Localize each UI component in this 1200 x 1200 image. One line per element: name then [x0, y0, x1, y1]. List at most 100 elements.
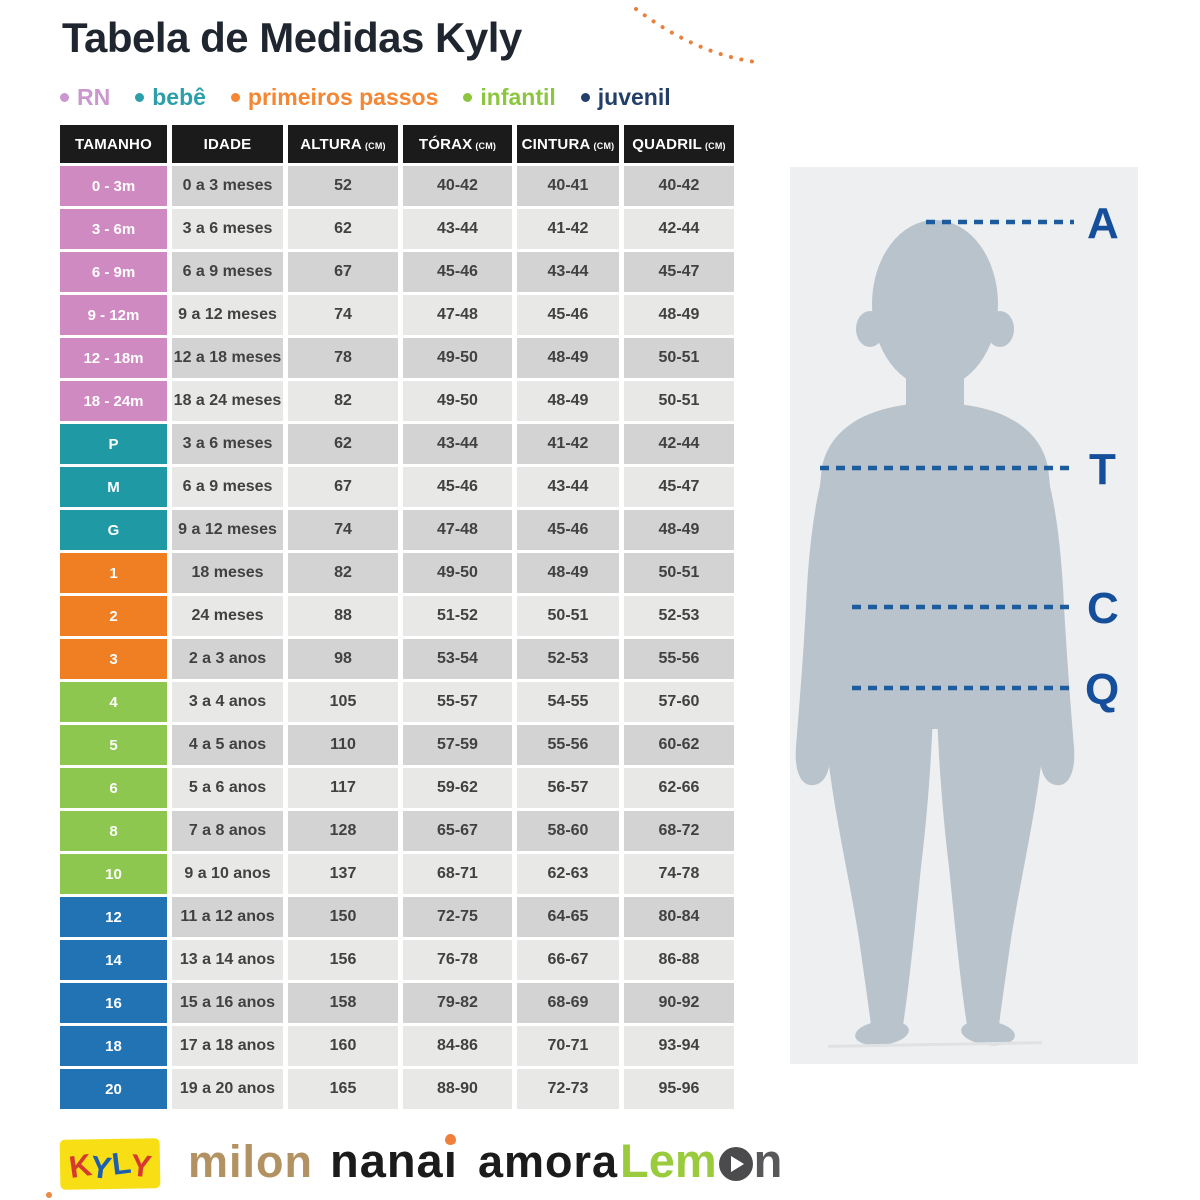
hip-cell: 52-53	[624, 596, 734, 636]
lemon-logo-text-right: n	[753, 1134, 783, 1187]
hip-cell: 55-56	[624, 639, 734, 679]
age-cell: 6 a 9 meses	[172, 252, 283, 292]
size-cell: 14	[60, 940, 167, 980]
waist-cell: 64-65	[517, 897, 619, 937]
legend-item-infantil: infantil	[463, 84, 556, 111]
decorative-dot	[46, 1192, 52, 1198]
legend-label: RN	[77, 84, 111, 110]
header-label: TAMANHO	[75, 135, 152, 153]
label-torax-T: T	[1089, 445, 1116, 494]
size-cell: P	[60, 424, 167, 464]
height-cell: 165	[288, 1069, 398, 1109]
legend-label: juvenil	[597, 84, 671, 110]
column-header-idade: IDADE	[172, 125, 283, 163]
age-cell: 13 a 14 anos	[172, 940, 283, 980]
age-cell: 9 a 10 anos	[172, 854, 283, 894]
chest-cell: 72-75	[403, 897, 512, 937]
hip-cell: 80-84	[624, 897, 734, 937]
size-cell: M	[60, 467, 167, 507]
chest-cell: 40-42	[403, 166, 512, 206]
height-cell: 128	[288, 811, 398, 851]
waist-cell: 48-49	[517, 381, 619, 421]
milon-logo: milon	[188, 1136, 313, 1187]
age-cell: 9 a 12 meses	[172, 510, 283, 550]
header-label: TÓRAX	[418, 135, 473, 153]
size-cell: 2	[60, 596, 167, 636]
chest-cell: 45-46	[403, 252, 512, 292]
size-cell: 0 - 3m	[60, 166, 167, 206]
waist-cell: 45-46	[517, 510, 619, 550]
height-cell: 160	[288, 1026, 398, 1066]
size-cell: 16	[60, 983, 167, 1023]
hip-cell: 48-49	[624, 510, 734, 550]
header-label: CINTURA	[521, 135, 591, 153]
waist-cell: 43-44	[517, 467, 619, 507]
chest-cell: 43-44	[403, 209, 512, 249]
hip-cell: 40-42	[624, 166, 734, 206]
column-header-cintura: CINTURA (CM)	[517, 125, 619, 163]
chest-cell: 47-48	[403, 510, 512, 550]
height-cell: 150	[288, 897, 398, 937]
chest-cell: 53-54	[403, 639, 512, 679]
age-cell: 9 a 12 meses	[172, 295, 283, 335]
legend-bullet-icon	[230, 93, 240, 102]
label-quadril-Q: Q	[1085, 665, 1119, 714]
age-cell: 11 a 12 anos	[172, 897, 283, 937]
chest-cell: 49-50	[403, 381, 512, 421]
hip-cell: 90-92	[624, 983, 734, 1023]
height-cell: 67	[288, 252, 398, 292]
chest-cell: 57-59	[403, 725, 512, 765]
size-cell: 12	[60, 897, 167, 937]
size-cell: 1	[60, 553, 167, 593]
age-cell: 19 a 20 anos	[172, 1069, 283, 1109]
body-measurement-figure: A T C Q	[790, 167, 1138, 1064]
age-cell: 3 a 4 anos	[172, 682, 283, 722]
waist-cell: 45-46	[517, 295, 619, 335]
size-cell: G	[60, 510, 167, 550]
header-label: ALTURA	[300, 135, 362, 153]
height-cell: 74	[288, 295, 398, 335]
chest-cell: 76-78	[403, 940, 512, 980]
header-unit: (CM)	[593, 141, 615, 151]
chest-cell: 55-57	[403, 682, 512, 722]
hip-cell: 50-51	[624, 338, 734, 378]
lemon-logo: Lem n	[620, 1133, 782, 1188]
page-title: Tabela de Medidas Kyly	[62, 14, 522, 61]
header-unit: (CM)	[704, 141, 726, 151]
chest-cell: 59-62	[403, 768, 512, 808]
legend-label: bebê	[152, 84, 206, 110]
size-cell: 9 - 12m	[60, 295, 167, 335]
waist-cell: 41-42	[517, 209, 619, 249]
column-header-tórax: TÓRAX (CM)	[403, 125, 512, 163]
size-cell: 10	[60, 854, 167, 894]
age-cell: 0 a 3 meses	[172, 166, 283, 206]
child-silhouette	[795, 220, 1075, 1046]
waist-cell: 55-56	[517, 725, 619, 765]
waist-cell: 43-44	[517, 252, 619, 292]
height-cell: 137	[288, 854, 398, 894]
waist-cell: 48-49	[517, 338, 619, 378]
age-cell: 24 meses	[172, 596, 283, 636]
chest-cell: 65-67	[403, 811, 512, 851]
legend-item-juvenil: juvenil	[580, 84, 671, 111]
size-cell: 18	[60, 1026, 167, 1066]
hip-cell: 45-47	[624, 252, 734, 292]
size-cell: 4	[60, 682, 167, 722]
age-cell: 6 a 9 meses	[172, 467, 283, 507]
child-silhouette-diagram: A T C Q	[795, 199, 1119, 1048]
age-cell: 15 a 16 anos	[172, 983, 283, 1023]
waist-cell: 68-69	[517, 983, 619, 1023]
header-label: IDADE	[203, 135, 252, 153]
hip-cell: 50-51	[624, 381, 734, 421]
legend-label: infantil	[480, 84, 556, 110]
chest-cell: 51-52	[403, 596, 512, 636]
measurement-lines	[820, 219, 1074, 691]
column-header-altura: ALTURA (CM)	[288, 125, 398, 163]
chest-cell: 68-71	[403, 854, 512, 894]
height-cell: 67	[288, 467, 398, 507]
height-cell: 78	[288, 338, 398, 378]
legend-item-primeiros-passos: primeiros passos	[230, 84, 438, 111]
waist-cell: 52-53	[517, 639, 619, 679]
waist-cell: 56-57	[517, 768, 619, 808]
